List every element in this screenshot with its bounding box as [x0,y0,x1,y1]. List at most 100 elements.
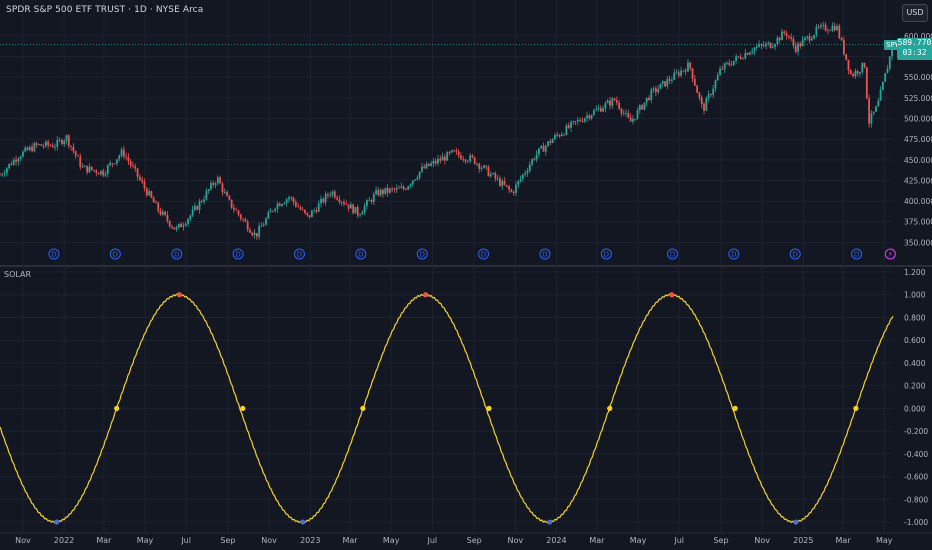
candle-body [489,173,492,177]
candle-body [70,145,72,147]
candle-body [255,232,258,237]
candle-body [159,210,162,215]
candle-body [283,203,286,205]
candle-body [794,45,797,52]
candle-body [682,70,685,72]
candle-body [595,109,598,111]
candle-body [340,201,343,203]
time-tick-label: Jul [673,536,684,545]
price-tick-label: 400.000 [904,197,932,206]
oscillator-axis[interactable]: -1.000 -0.800 -0.600 -0.400 -0.200 0.000 0.200… [904,268,928,527]
candle-body [613,98,616,101]
candle-body [753,47,756,52]
candle-body [379,189,382,196]
candle-body [28,146,31,150]
candle-body [625,112,627,114]
candle-body [503,180,506,185]
time-axis[interactable]: Nov 2022 Mar May Jul Sep Nov 2023 Mar May Jul Sep No… [15,536,893,545]
candle-body [691,68,694,79]
candle-body [42,145,45,147]
candle-body [466,161,469,162]
candle-body [212,182,215,185]
candle-body [281,204,283,206]
candle-body [173,227,176,230]
candle-body [742,58,744,60]
candle-body [235,209,238,211]
dividend-marker-icon [728,248,740,260]
candle-body [829,30,832,32]
candle-body [49,145,52,147]
candle-body [164,211,167,215]
candle-body [661,81,664,84]
candle-body [519,178,522,181]
candle-body [627,112,630,118]
candle-body [590,115,593,119]
price-pane[interactable] [0,21,893,241]
candle-body [414,179,416,181]
candle-body [533,159,536,161]
candle-body [113,163,116,165]
candle-body [583,118,586,122]
currency-button[interactable]: USD [902,4,928,22]
candle-body [698,92,701,98]
candle-body [72,146,75,152]
price-axis[interactable]: 350.000 375.000 400.000 425.000 450.000 475.0… [904,32,932,247]
candle-body [370,199,373,202]
candle-body [26,147,29,150]
candle-body [457,151,460,156]
candle-body [696,85,699,93]
candle-body [886,68,889,74]
dividend-marker-icon [171,248,183,260]
time-tick-label: May [876,536,893,545]
candle-body [111,163,114,164]
candle-body [88,166,91,173]
time-tick-label: May [383,536,400,545]
candle-body [145,188,148,196]
osc-tick-label: 0.400 [904,359,926,368]
candle-body [308,215,311,218]
candle-body [122,149,125,157]
candle-body [478,163,481,169]
candle-body [739,56,742,59]
candle-body [187,218,189,224]
candle-body [611,98,614,106]
candle-body [735,56,738,61]
event-marker-icon [884,248,896,260]
candle-body [297,206,300,208]
candle-body [473,157,476,164]
dividend-marker-icon [416,248,428,260]
candle-body [127,157,130,162]
dividend-marker-icon [478,248,490,260]
candle-body [842,40,845,55]
candle-body [528,164,531,171]
candle-body [100,170,102,175]
candle-body [870,113,873,124]
candle-body [547,141,549,146]
candle-body [141,179,144,182]
dividend-marker-label: D [358,251,363,259]
candle-body [622,113,625,114]
candle-body [352,204,355,214]
candle-body [806,36,809,38]
candle-body [517,180,520,185]
candle-body [423,166,426,169]
candle-body [347,204,350,209]
dividend-marker-icon [293,248,305,260]
candle-body [861,62,864,73]
solar-oscillator-pane[interactable] [0,292,894,525]
candle-body [196,205,199,210]
candle-body [262,224,265,227]
candle-body [276,203,279,209]
solar-trough-point [547,519,553,525]
time-tick-label: 2023 [300,536,320,545]
candle-body [703,104,705,111]
candle-body [233,207,235,210]
candle-body [455,151,458,152]
time-tick-label: Nov [15,536,31,545]
candle-body [462,159,465,160]
solar-trough-point [793,519,799,525]
candle-body [746,52,749,55]
candle-body [847,59,850,71]
dividend-marker-icon [355,248,367,260]
